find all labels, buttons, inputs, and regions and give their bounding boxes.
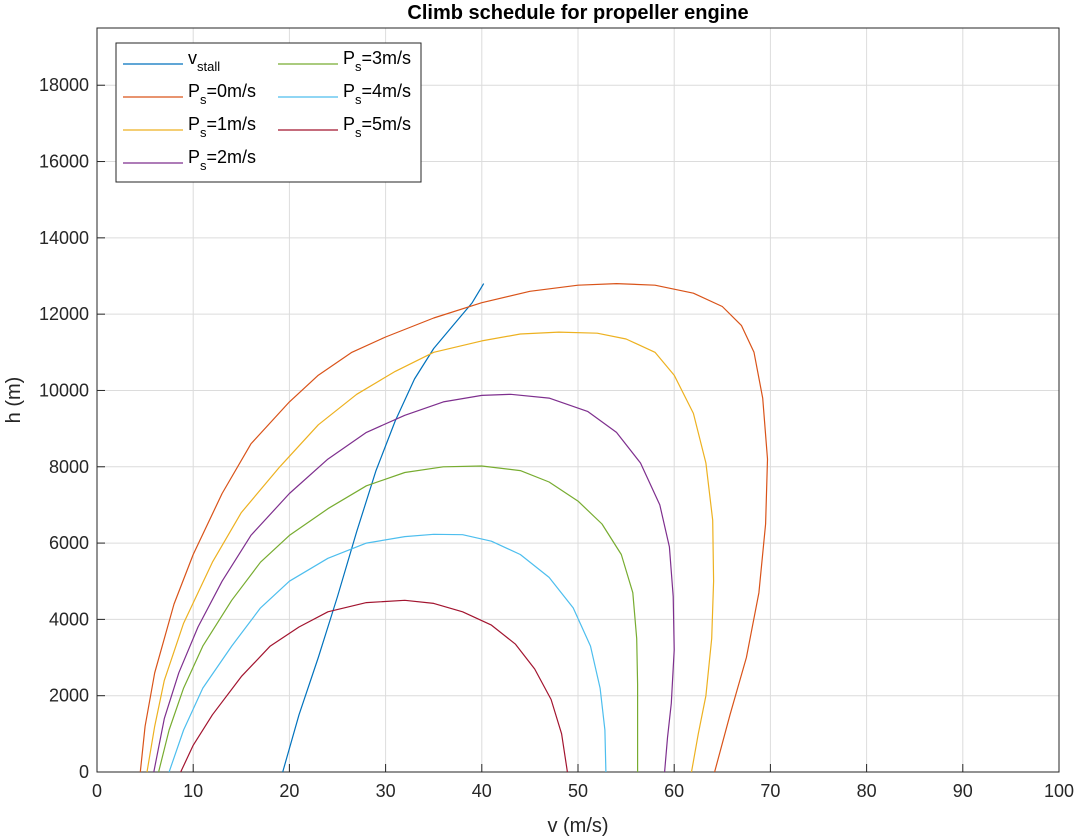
x-tick-label-10: 100 xyxy=(1044,781,1074,801)
x-tick-label-4: 40 xyxy=(472,781,492,801)
y-tick-label-5: 10000 xyxy=(39,380,89,400)
series-line-1 xyxy=(139,283,769,773)
legend-label-0: vstall xyxy=(188,48,220,74)
x-tick-label-1: 10 xyxy=(183,781,203,801)
y-tick-label-8: 16000 xyxy=(39,152,89,172)
series-lines xyxy=(139,283,769,773)
chart-title: Climb schedule for propeller engine xyxy=(407,2,748,24)
y-tick-label-7: 14000 xyxy=(39,228,89,248)
legend-label-3: Ps=2m/s xyxy=(188,147,256,173)
y-tick-label-0: 0 xyxy=(79,762,89,782)
y-tick-label-4: 8000 xyxy=(49,457,89,477)
series-line-3 xyxy=(153,393,675,773)
x-tick-label-2: 20 xyxy=(279,781,299,801)
legend-label-4: Ps=3m/s xyxy=(343,48,411,74)
x-tick-label-3: 30 xyxy=(376,781,396,801)
legend-label-2: Ps=1m/s xyxy=(188,114,256,140)
legend: vstall Ps=0m/s Ps=1m/s Ps=2m/s Ps=3m/s Ps=4m/… xyxy=(115,42,422,183)
x-tick-label-9: 90 xyxy=(953,781,973,801)
y-tick-label-6: 12000 xyxy=(39,304,89,324)
x-tick-label-8: 80 xyxy=(857,781,877,801)
legend-label-5: Ps=4m/s xyxy=(343,81,411,107)
x-tick-label-7: 70 xyxy=(760,781,780,801)
y-tick-label-3: 6000 xyxy=(49,533,89,553)
legend-label-6: Ps=5m/s xyxy=(343,114,411,140)
x-tick-label-0: 0 xyxy=(92,781,102,801)
y-tick-label-9: 18000 xyxy=(39,75,89,95)
series-line-6 xyxy=(180,599,568,773)
legend-label-1: Ps=0m/s xyxy=(188,81,256,107)
series-line-5 xyxy=(168,533,607,773)
legend-box xyxy=(115,42,422,183)
y-axis-label: h (m) xyxy=(3,377,25,424)
series-line-4 xyxy=(158,465,639,773)
series-line-0 xyxy=(282,283,485,773)
series-line-2 xyxy=(146,331,715,773)
axis-ticks: 0 10 20 30 40 50 60 70 80 90 100 0 2000 4000 6000 8000 1… xyxy=(39,75,1074,801)
x-axis-label: v (m/s) xyxy=(547,815,608,837)
x-tick-label-6: 60 xyxy=(664,781,684,801)
y-tick-label-2: 4000 xyxy=(49,609,89,629)
x-tick-label-5: 50 xyxy=(568,781,588,801)
y-tick-label-1: 2000 xyxy=(49,686,89,706)
